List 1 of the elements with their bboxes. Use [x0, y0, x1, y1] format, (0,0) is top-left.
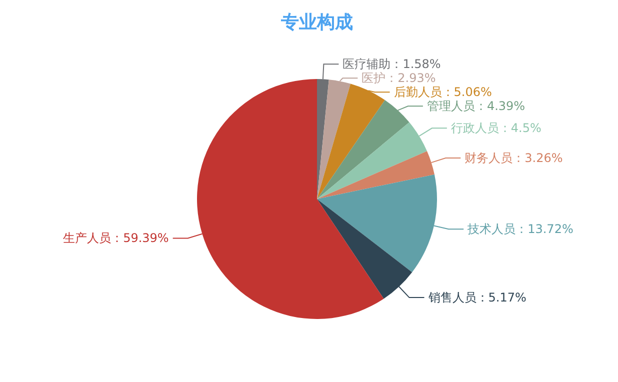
title: 专业构成 — [281, 12, 353, 33]
